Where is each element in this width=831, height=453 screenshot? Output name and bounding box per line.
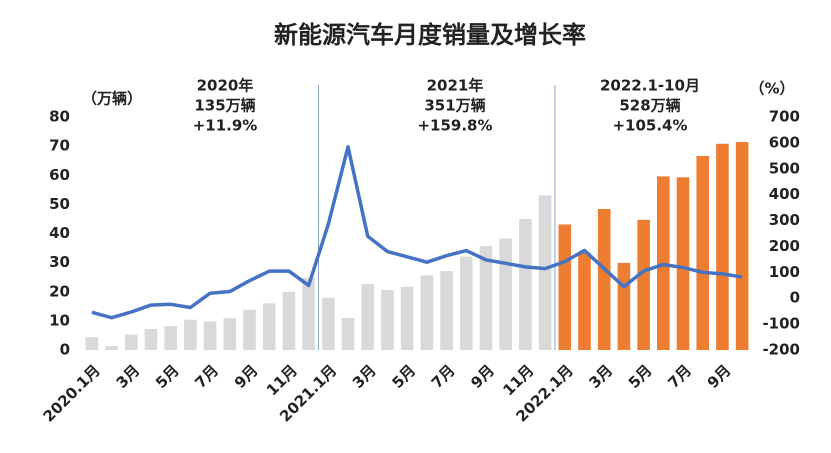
bar: [164, 326, 177, 350]
bar: [282, 291, 296, 350]
line: [91, 145, 743, 320]
annotation: +11.9%: [193, 117, 258, 135]
x-tick-label: 3月: [349, 361, 380, 392]
x-tick-label: 9月: [231, 361, 262, 392]
y2-tick-label: 300: [769, 211, 800, 229]
y-tick-label: 50: [49, 195, 70, 213]
y2-tick-label: -200: [762, 341, 800, 359]
bar: [420, 275, 434, 350]
y2-tick-label: -100: [762, 315, 800, 333]
x-tick-label: 3月: [113, 361, 144, 392]
chart-title: 新能源汽车月度销量及增长率: [274, 21, 586, 49]
bar: [459, 256, 473, 350]
x-tick-label: 5月: [152, 361, 183, 392]
y2-tick-label: 600: [769, 133, 800, 151]
y-tick-label: 40: [49, 224, 70, 242]
y2-tick-label: 100: [769, 263, 800, 281]
bar: [716, 143, 729, 350]
annotation: 2021年: [427, 77, 484, 95]
bar: [617, 262, 631, 350]
y-tick-label: 0: [60, 341, 70, 359]
y-tick-label: 20: [49, 282, 70, 300]
bar: [223, 318, 237, 350]
y2-tick-label: 0: [790, 289, 800, 307]
annotation: 528万辆: [619, 97, 680, 115]
y-tick-label: 70: [49, 137, 70, 155]
bar: [203, 321, 217, 350]
bar: [440, 271, 453, 350]
annotation: 351万辆: [424, 97, 485, 115]
bar: [85, 337, 99, 350]
x-tick-label: 9月: [467, 361, 498, 392]
x-tick-label: 5月: [388, 361, 419, 392]
bar: [400, 286, 414, 350]
annotation: 2022.1-10月: [600, 77, 700, 95]
bar: [538, 195, 552, 350]
y2-tick-label: 500: [769, 159, 800, 177]
y-unit: （万辆）: [82, 90, 142, 108]
bar: [519, 218, 532, 350]
bar: [302, 277, 315, 350]
bar: [676, 177, 690, 350]
x-tick-label: 7月: [664, 361, 695, 392]
bar: [578, 252, 591, 350]
bar: [479, 246, 493, 350]
bar: [381, 290, 394, 350]
annotation: 2020年: [197, 77, 254, 95]
y2-tick-label: 200: [769, 237, 800, 255]
bar: [341, 317, 355, 350]
bar: [735, 142, 749, 350]
y-tick-label: 60: [49, 166, 70, 184]
bar: [361, 284, 375, 350]
x-tick-label: 3月: [586, 361, 617, 392]
bar: [184, 319, 197, 350]
bar: [637, 219, 650, 350]
bar: [262, 303, 276, 350]
annotation: +105.4%: [612, 117, 687, 135]
x-tick-label: 2020.1月: [40, 361, 104, 425]
x-tick-label: 5月: [625, 361, 656, 392]
bar: [105, 346, 118, 350]
y-tick-label: 30: [49, 253, 70, 271]
y-tick-label: 80: [49, 108, 70, 126]
bar: [558, 224, 572, 350]
y-tick-label: 10: [49, 311, 70, 329]
x-tick-label: 9月: [704, 361, 735, 392]
y2-tick-label: 400: [769, 185, 800, 203]
bar: [696, 156, 710, 350]
y2-unit: （%）: [749, 80, 794, 98]
x-tick-label: 7月: [428, 361, 459, 392]
bar: [144, 329, 158, 350]
x-tick-label: 7月: [191, 361, 222, 392]
bar: [322, 297, 335, 350]
annotation: 135万辆: [194, 97, 255, 115]
annotation: +159.8%: [417, 117, 492, 135]
bar: [597, 209, 611, 350]
bar: [124, 334, 138, 350]
bar: [243, 309, 256, 350]
bar: [499, 238, 512, 350]
y2-tick-label: 700: [769, 108, 800, 126]
